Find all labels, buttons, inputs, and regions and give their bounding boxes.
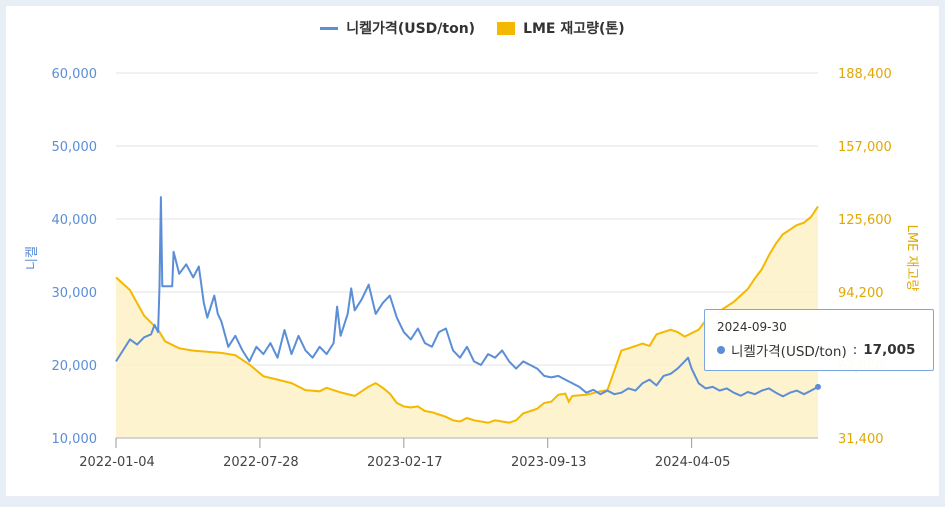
tooltip-date: 2024-09-30 <box>717 320 787 334</box>
legend-item-lme-stock[interactable]: LME 재고량(톤) <box>497 18 625 38</box>
y-right-tick-label: 125,600 <box>838 213 892 228</box>
y-right-tick-label: 157,000 <box>838 140 892 155</box>
y-right-tick-label: 94,200 <box>838 286 884 301</box>
tooltip-series-dot <box>717 346 725 354</box>
legend-label-nickel-price: 니켈가격(USD/ton) <box>346 21 476 37</box>
nickel-price-series-line <box>115 196 819 398</box>
y-left-tick-label: 30,000 <box>52 286 98 301</box>
hover-point-marker <box>815 383 821 390</box>
lme-stock-area-fill <box>116 206 818 438</box>
y-left-tick-label: 40,000 <box>52 213 98 228</box>
x-tick-label: 2022-01-04 <box>79 455 155 470</box>
x-tick-label: 2024-04-05 <box>655 455 731 470</box>
y-left-axis-title: 니켈 <box>25 246 40 270</box>
x-tick-label: 2022-07-28 <box>223 455 299 470</box>
chart-legend: 니켈가격(USD/ton) LME 재고량(톤) <box>0 18 945 38</box>
y-left-tick-label: 50,000 <box>52 140 98 155</box>
y-right-tick-label: 31,400 <box>838 432 884 447</box>
y-right-tick-label: 188,400 <box>838 67 892 82</box>
x-tick-label: 2023-02-17 <box>367 455 443 470</box>
legend-area-swatch <box>497 21 516 35</box>
tooltip-value: 17,005 <box>863 342 916 358</box>
y-left-tick-label: 20,000 <box>52 359 98 374</box>
data-tooltip: 2024-09-30 니켈가격(USD/ton): 17,005 <box>704 309 934 371</box>
y-right-axis-title: LME 재고량 <box>904 225 919 292</box>
legend-line-swatch <box>320 26 339 30</box>
legend-label-lme-stock: LME 재고량(톤) <box>523 21 625 37</box>
y-left-tick-label: 10,000 <box>52 432 98 447</box>
y-left-tick-label: 60,000 <box>52 67 98 82</box>
tooltip-series-label: 니켈가격(USD/ton) <box>731 344 847 360</box>
tooltip-separator: : <box>852 342 858 358</box>
legend-item-nickel-price[interactable]: 니켈가격(USD/ton) <box>320 18 475 38</box>
x-tick-label: 2023-09-13 <box>511 455 587 470</box>
